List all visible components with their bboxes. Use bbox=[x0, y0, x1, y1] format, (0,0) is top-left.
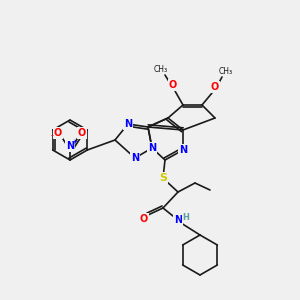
Text: +: + bbox=[71, 139, 77, 145]
Text: O: O bbox=[140, 214, 148, 224]
Text: S: S bbox=[159, 173, 167, 183]
Text: O: O bbox=[211, 82, 219, 92]
Text: N: N bbox=[179, 145, 187, 155]
Text: N: N bbox=[174, 215, 182, 225]
Text: -: - bbox=[50, 131, 53, 140]
Text: N: N bbox=[148, 143, 156, 153]
Text: O: O bbox=[54, 128, 62, 138]
Text: N: N bbox=[131, 153, 139, 163]
Text: O: O bbox=[78, 128, 86, 138]
Text: O: O bbox=[169, 80, 177, 90]
Text: N: N bbox=[148, 143, 156, 153]
Text: N: N bbox=[66, 141, 74, 151]
Text: H: H bbox=[183, 214, 189, 223]
Text: N: N bbox=[124, 119, 132, 129]
Text: CH₃: CH₃ bbox=[154, 65, 168, 74]
Text: CH₃: CH₃ bbox=[219, 68, 233, 76]
